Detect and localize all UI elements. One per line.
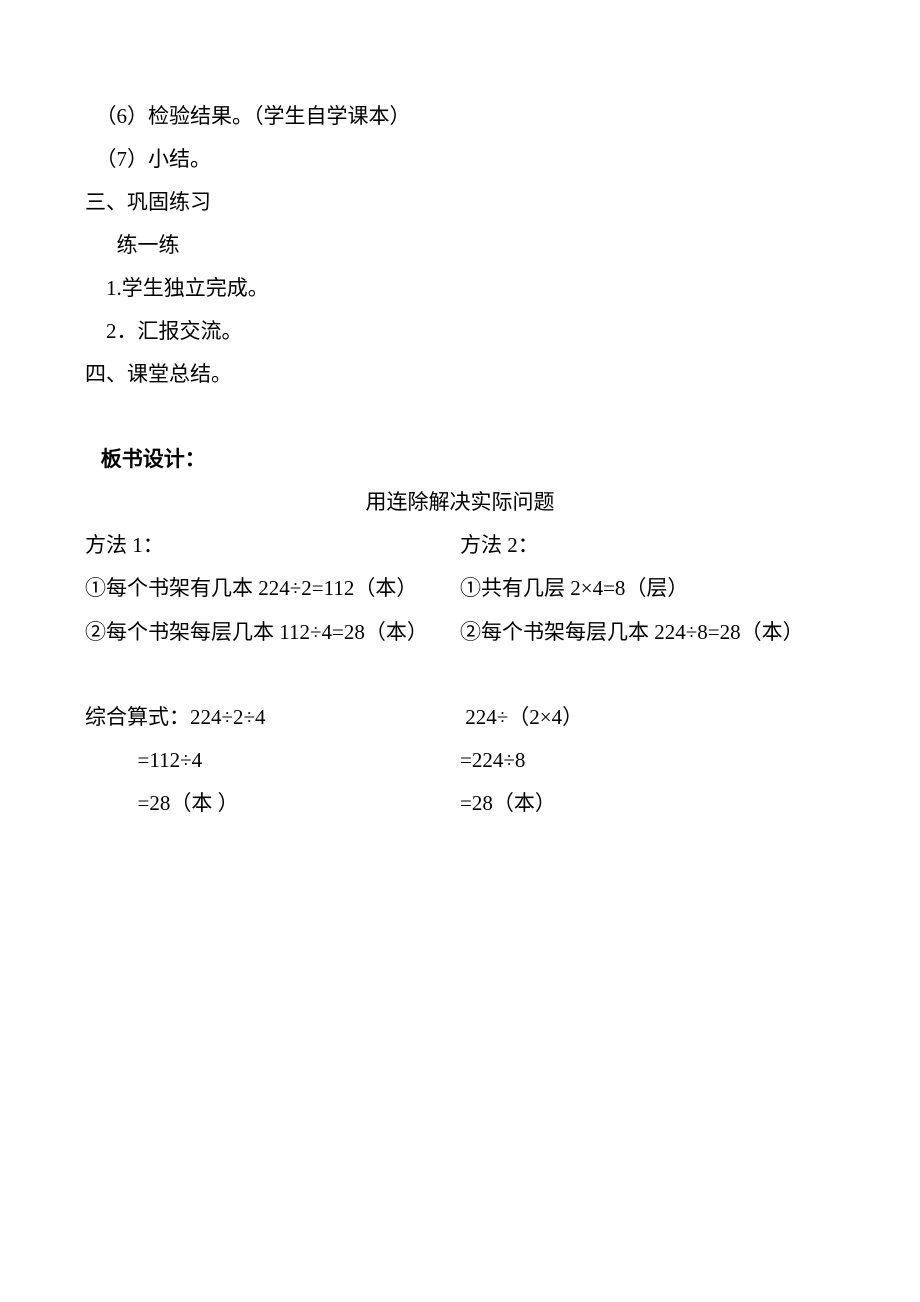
methods-row-step2: ②每个书架每层几本 112÷4=28（本） ②每个书架每层几本 224÷8=28… [85,611,835,654]
combined-left-label: 综合算式：224÷2÷4 [85,696,460,739]
combined-right-step1: =224÷8 [460,739,835,782]
spacer-small [85,654,835,696]
method1-step2: ②每个书架每层几本 112÷4=28（本） [85,611,460,654]
combined-right-expr: 224÷（2×4） [460,696,835,739]
methods-row-step1: ①每个书架有几本 224÷2=112（本） ①共有几层 2×4=8（层） [85,567,835,610]
line-step2: 2．汇报交流。 [85,310,835,353]
method1-title: 方法 1： [85,524,460,567]
spacer [85,396,835,438]
combined-row-expr: 综合算式：224÷2÷4 224÷（2×4） [85,696,835,739]
document-body: （6）检验结果。（学生自学课本） （7）小结。 三、巩固练习 练一练 1.学生独… [85,95,835,825]
line-exercise: 练一练 [85,224,835,267]
board-title: 用连除解决实际问题 [85,481,835,524]
line-check-result: （6）检验结果。（学生自学课本） [85,95,835,138]
method2-step2: ②每个书架每层几本 224÷8=28（本） [460,611,835,654]
combined-row-step2: =28（本 ） =28（本） [85,782,835,825]
combined-row-step1: =112÷4 =224÷8 [85,739,835,782]
combined-left-step2: =28（本 ） [85,782,460,825]
section-class-summary: 四、课堂总结。 [85,353,835,396]
combined-right-step2: =28（本） [460,782,835,825]
combined-left-step1: =112÷4 [85,739,460,782]
board-design-label: 板书设计： [85,438,835,481]
method2-step1: ①共有几层 2×4=8（层） [460,567,835,610]
line-summary: （7）小结。 [85,138,835,181]
method2-title: 方法 2： [460,524,835,567]
method1-step1: ①每个书架有几本 224÷2=112（本） [85,567,460,610]
methods-row-titles: 方法 1： 方法 2： [85,524,835,567]
line-step1: 1.学生独立完成。 [85,267,835,310]
section-practice-heading: 三、巩固练习 [85,181,835,224]
